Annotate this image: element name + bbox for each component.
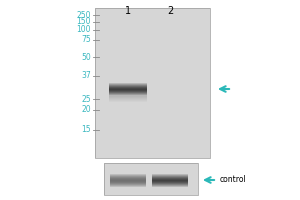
Text: 25: 25 xyxy=(81,95,91,104)
Text: 2: 2 xyxy=(167,6,173,16)
Bar xyxy=(104,163,198,195)
Text: 250: 250 xyxy=(76,10,91,20)
Text: 15: 15 xyxy=(81,126,91,134)
Text: 50: 50 xyxy=(81,52,91,62)
Text: 75: 75 xyxy=(81,36,91,45)
Text: 20: 20 xyxy=(81,106,91,114)
Bar xyxy=(95,8,210,158)
Text: control: control xyxy=(220,176,247,184)
Text: 100: 100 xyxy=(76,25,91,34)
Text: 150: 150 xyxy=(76,18,91,26)
Text: 1: 1 xyxy=(125,6,131,16)
Text: 37: 37 xyxy=(81,72,91,80)
